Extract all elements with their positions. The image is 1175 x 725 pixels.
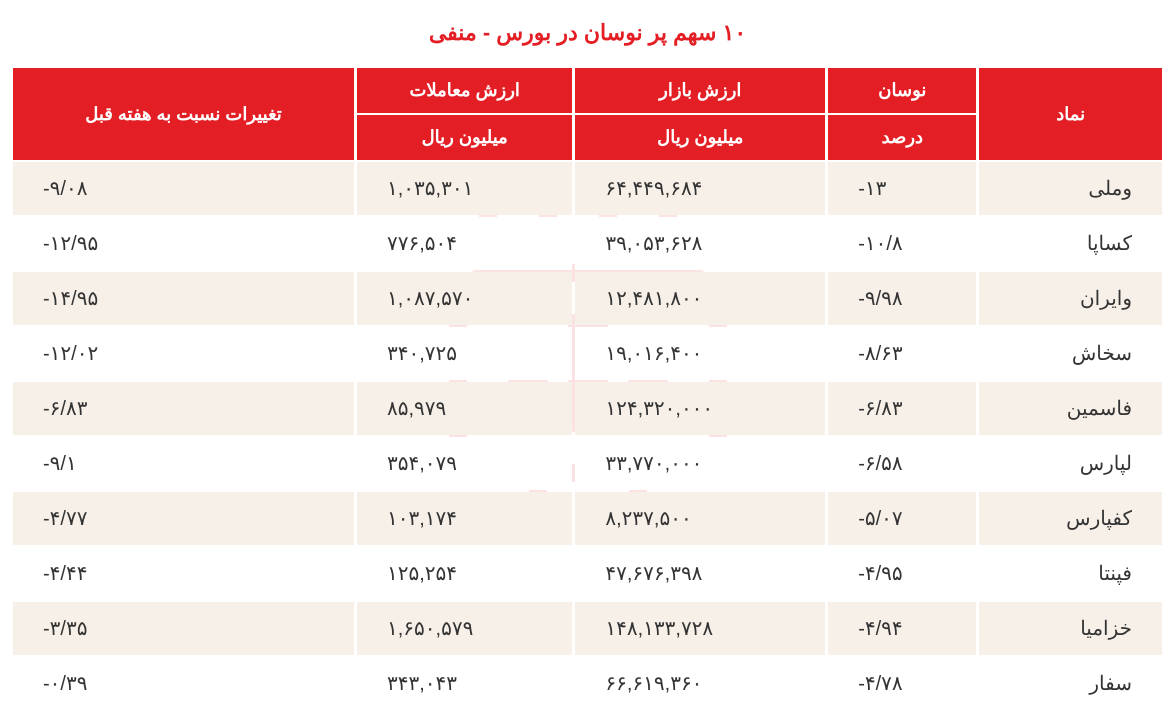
- table-row: لپارس-۶/۵۸۳۳,۷۷۰,۰۰۰۳۵۴,۰۷۹-۹/۱: [13, 437, 1162, 490]
- cell-trade-value: ۷۷۶,۵۰۴: [357, 217, 572, 270]
- cell-market-value: ۱۲۴,۳۲۰,۰۰۰: [575, 382, 825, 435]
- cell-volatility: -۵/۰۷: [828, 492, 976, 545]
- cell-market-value: ۶۴,۴۴۹,۶۸۴: [575, 162, 825, 215]
- cell-market-value: ۱۴۸,۱۳۳,۷۲۸: [575, 602, 825, 655]
- col-trade-value-sub: میلیون ریال: [357, 115, 572, 160]
- stock-table: نماد نوسان ارزش بازار ارزش معاملات تغییر…: [10, 66, 1165, 712]
- cell-volatility: -۹/۹۸: [828, 272, 976, 325]
- cell-symbol: وملی: [979, 162, 1162, 215]
- table-row: وملی-۱۳۶۴,۴۴۹,۶۸۴۱,۰۳۵,۳۰۱-۹/۰۸: [13, 162, 1162, 215]
- table-row: خزامیا-۴/۹۴۱۴۸,۱۳۳,۷۲۸۱,۶۵۰,۵۷۹-۳/۳۵: [13, 602, 1162, 655]
- table-row: سخاش-۸/۶۳۱۹,۰۱۶,۴۰۰۳۴۰,۷۲۵-۱۲/۰۲: [13, 327, 1162, 380]
- cell-change: -۳/۳۵: [13, 602, 354, 655]
- cell-market-value: ۶۶,۶۱۹,۳۶۰: [575, 657, 825, 710]
- cell-trade-value: ۳۴۳,۰۴۳: [357, 657, 572, 710]
- col-symbol: نماد: [979, 68, 1162, 160]
- col-volatility-sub: درصد: [828, 115, 976, 160]
- col-market-value: ارزش بازار: [575, 68, 825, 113]
- page-title: ۱۰ سهم پر نوسان در بورس - منفی: [10, 20, 1165, 46]
- cell-symbol: سفار: [979, 657, 1162, 710]
- cell-change: -۱۲/۰۲: [13, 327, 354, 380]
- table-row: وایران-۹/۹۸۱۲,۴۸۱,۸۰۰۱,۰۸۷,۵۷۰-۱۴/۹۵: [13, 272, 1162, 325]
- cell-change: -۱۲/۹۵: [13, 217, 354, 270]
- cell-volatility: -۱۳: [828, 162, 976, 215]
- cell-trade-value: ۳۴۰,۷۲۵: [357, 327, 572, 380]
- cell-change: -۹/۱: [13, 437, 354, 490]
- table-row: فپنتا-۴/۹۵۴۷,۶۷۶,۳۹۸۱۲۵,۲۵۴-۴/۴۴: [13, 547, 1162, 600]
- cell-market-value: ۱۹,۰۱۶,۴۰۰: [575, 327, 825, 380]
- cell-change: -۱۴/۹۵: [13, 272, 354, 325]
- col-volatility: نوسان: [828, 68, 976, 113]
- table-row: کساپا-۱۰/۸۳۹,۰۵۳,۶۲۸۷۷۶,۵۰۴-۱۲/۹۵: [13, 217, 1162, 270]
- cell-volatility: -۴/۹۵: [828, 547, 976, 600]
- cell-volatility: -۴/۷۸: [828, 657, 976, 710]
- cell-volatility: -۶/۸۳: [828, 382, 976, 435]
- cell-symbol: خزامیا: [979, 602, 1162, 655]
- header-row-1: نماد نوسان ارزش بازار ارزش معاملات تغییر…: [13, 68, 1162, 113]
- table-row: فاسمین-۶/۸۳۱۲۴,۳۲۰,۰۰۰۸۵,۹۷۹-۶/۸۳: [13, 382, 1162, 435]
- cell-change: -۴/۷۷: [13, 492, 354, 545]
- cell-volatility: -۶/۵۸: [828, 437, 976, 490]
- cell-volatility: -۸/۶۳: [828, 327, 976, 380]
- cell-volatility: -۴/۹۴: [828, 602, 976, 655]
- col-market-value-sub: میلیون ریال: [575, 115, 825, 160]
- col-change: تغییرات نسبت به هفته قبل: [13, 68, 354, 160]
- cell-change: -۹/۰۸: [13, 162, 354, 215]
- cell-trade-value: ۱,۰۳۵,۳۰۱: [357, 162, 572, 215]
- cell-symbol: لپارس: [979, 437, 1162, 490]
- cell-symbol: سخاش: [979, 327, 1162, 380]
- cell-volatility: -۱۰/۸: [828, 217, 976, 270]
- cell-trade-value: ۱۰۳,۱۷۴: [357, 492, 572, 545]
- table-body: وملی-۱۳۶۴,۴۴۹,۶۸۴۱,۰۳۵,۳۰۱-۹/۰۸کساپا-۱۰/…: [13, 162, 1162, 710]
- cell-trade-value: ۳۵۴,۰۷۹: [357, 437, 572, 490]
- cell-market-value: ۸,۲۳۷,۵۰۰: [575, 492, 825, 545]
- cell-market-value: ۱۲,۴۸۱,۸۰۰: [575, 272, 825, 325]
- cell-trade-value: ۱,۰۸۷,۵۷۰: [357, 272, 572, 325]
- cell-market-value: ۳۳,۷۷۰,۰۰۰: [575, 437, 825, 490]
- cell-symbol: وایران: [979, 272, 1162, 325]
- cell-trade-value: ۱۲۵,۲۵۴: [357, 547, 572, 600]
- cell-market-value: ۴۷,۶۷۶,۳۹۸: [575, 547, 825, 600]
- cell-change: -۶/۸۳: [13, 382, 354, 435]
- col-trade-value: ارزش معاملات: [357, 68, 572, 113]
- cell-symbol: کفپارس: [979, 492, 1162, 545]
- cell-symbol: فپنتا: [979, 547, 1162, 600]
- cell-market-value: ۳۹,۰۵۳,۶۲۸: [575, 217, 825, 270]
- table-row: سفار-۴/۷۸۶۶,۶۱۹,۳۶۰۳۴۳,۰۴۳-۰/۳۹: [13, 657, 1162, 710]
- table-row: کفپارس-۵/۰۷۸,۲۳۷,۵۰۰۱۰۳,۱۷۴-۴/۷۷: [13, 492, 1162, 545]
- cell-symbol: فاسمین: [979, 382, 1162, 435]
- cell-trade-value: ۱,۶۵۰,۵۷۹: [357, 602, 572, 655]
- cell-change: -۰/۳۹: [13, 657, 354, 710]
- cell-change: -۴/۴۴: [13, 547, 354, 600]
- cell-symbol: کساپا: [979, 217, 1162, 270]
- cell-trade-value: ۸۵,۹۷۹: [357, 382, 572, 435]
